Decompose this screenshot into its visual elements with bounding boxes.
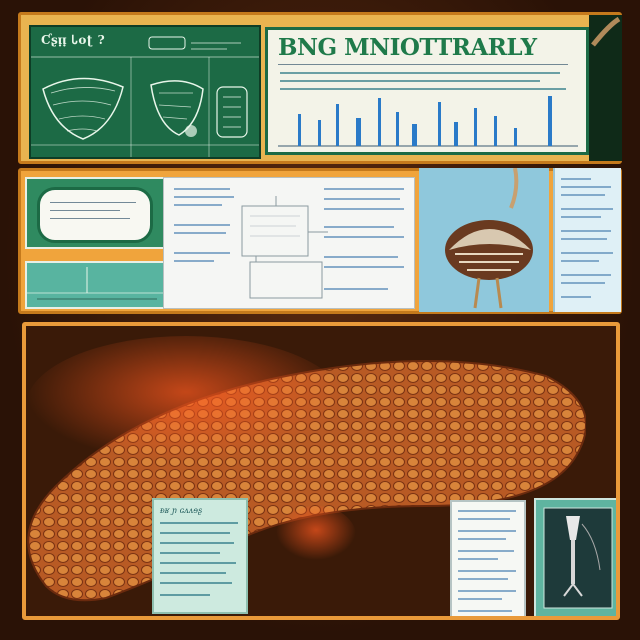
teal-chart-strip [25,261,167,309]
bar-chart-figure [278,96,578,147]
chalkboard-title: Ƈʂᴉᴉ Ꮣoʈ ? [41,33,106,47]
text-line [160,582,232,584]
text-line [458,538,506,540]
text-line [324,266,404,268]
organ-diagram-icon [150,80,204,137]
probe-icon [543,507,613,609]
title-board: BNG MNIOTTRARLY [265,27,589,155]
title-underline [278,64,568,65]
text-line [324,256,398,258]
text-line [561,178,591,180]
text-line [324,236,404,238]
middle-left-figure [25,177,167,249]
branch-icon [591,16,621,47]
text-line [174,260,214,262]
text-line [160,552,220,554]
text-line [561,216,601,218]
poster-title: BNG MNIOTTRARLY [278,34,537,61]
text-line [324,226,394,228]
text-line [561,252,613,254]
bird-illustration-panel [419,167,549,312]
text-line [160,532,230,534]
text-line [561,230,611,232]
strip-chart [27,267,165,300]
text-line [458,530,516,532]
text-line [174,252,230,254]
text-line [458,510,516,512]
text-line [458,590,516,592]
text-line [561,296,591,298]
bottom-panel: ᴆʁ ɲ ɢᴧᴧɘʂ [22,322,620,620]
cell-diagram-icon [216,86,248,138]
bird-illustration-icon [445,167,533,309]
leaf-diagram-icon [42,77,124,140]
text-line [561,260,599,262]
text-line [561,238,607,240]
chalkboard-drawings [31,36,259,157]
bottom-document [450,500,526,616]
text-line [324,188,404,190]
text-line [561,282,605,284]
figure-card [37,187,153,243]
text-line [458,578,508,580]
text-line [324,288,388,290]
text-line [458,550,514,552]
text-line [280,80,540,82]
text-line [160,562,236,564]
instrument-photo [534,498,616,616]
schematic-diagram [241,196,328,299]
text-line [324,198,400,200]
top-right-strip [589,15,622,161]
middle-panel [18,167,622,314]
top-panel: Ƈʂᴉᴉ Ꮣoʈ ? BNG MNIOTTRARLY [18,12,622,164]
text-line [160,594,210,596]
text-line [280,88,566,90]
text-line [174,204,222,206]
chalkboard-panel: Ƈʂᴉᴉ Ꮣoʈ ? [29,25,261,159]
text-line [174,188,230,190]
text-line [458,570,516,572]
side-document [553,168,621,312]
text-line [174,224,230,226]
text-line [280,72,560,74]
text-line [160,572,226,574]
text-line [458,610,512,612]
text-line [50,210,120,211]
text-line [561,208,613,210]
text-line [160,522,238,524]
text-line [561,274,611,276]
text-line [324,208,404,210]
document-page [163,177,415,309]
text-line [174,232,226,234]
text-line [160,542,234,544]
text-line [561,186,611,188]
caption-title: ᴆʁ ɲ ɢᴧᴧɘʂ [160,506,203,515]
text-line [561,194,605,196]
text-line [174,196,234,198]
text-line [458,518,510,520]
text-line [458,598,502,600]
caption-card: ᴆʁ ɲ ɢᴧᴧɘʂ [152,498,248,614]
text-line [50,202,136,203]
text-line [50,218,130,219]
text-line [458,558,498,560]
